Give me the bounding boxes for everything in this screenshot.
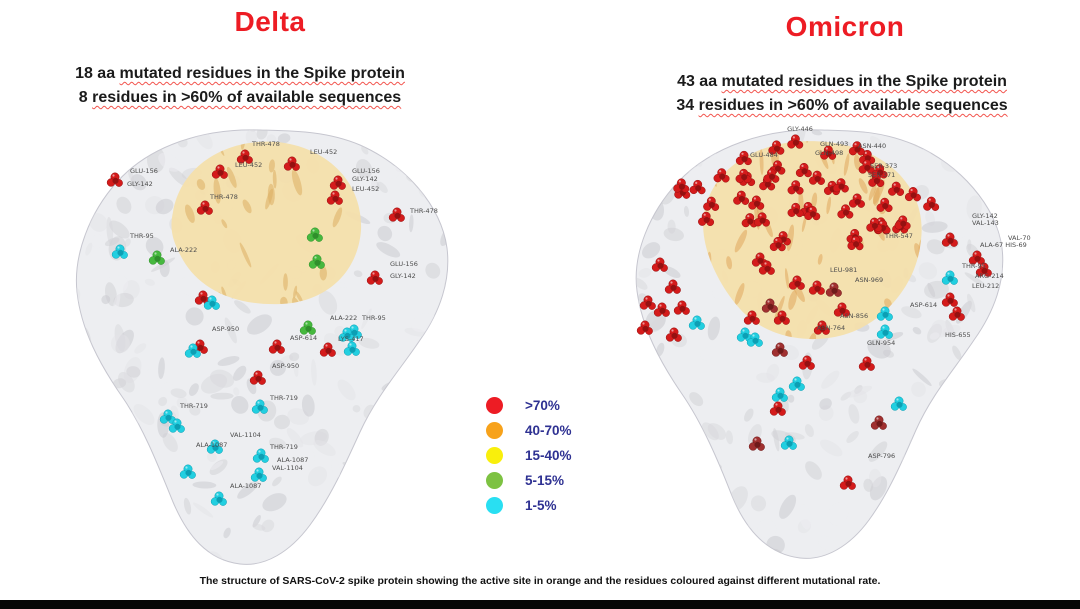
svg-text:THR-547: THR-547 bbox=[884, 232, 913, 240]
svg-text:GLN-493: GLN-493 bbox=[820, 140, 848, 148]
legend-color-dot bbox=[486, 422, 503, 439]
svg-text:ASP-950: ASP-950 bbox=[212, 325, 239, 333]
svg-text:ASN-764: ASN-764 bbox=[817, 324, 845, 332]
legend-color-dot bbox=[486, 472, 503, 489]
legend-color-dot bbox=[486, 447, 503, 464]
legend-label: >70% bbox=[525, 398, 560, 413]
svg-text:ASP-796: ASP-796 bbox=[868, 452, 895, 460]
svg-text:ALA-222: ALA-222 bbox=[330, 314, 357, 322]
svg-text:THR-719: THR-719 bbox=[269, 443, 298, 451]
legend-item: >70% bbox=[486, 393, 572, 418]
svg-text:ASP-950: ASP-950 bbox=[272, 362, 299, 370]
delta-subtitle: 18 aa mutated residues in the Spike prot… bbox=[10, 62, 470, 110]
svg-text:GLY-446: GLY-446 bbox=[787, 125, 813, 133]
omicron-subtitle-line2: 34 residues in >60% of available sequenc… bbox=[676, 97, 1008, 114]
legend-color-dot bbox=[486, 397, 503, 414]
svg-text:LYS-417: LYS-417 bbox=[338, 335, 364, 343]
omicron-subtitle: 43 aa mutated residues in the Spike prot… bbox=[628, 70, 1056, 118]
delta-active-site bbox=[171, 141, 362, 305]
svg-text:THR-95: THR-95 bbox=[129, 232, 154, 240]
svg-text:ASN-856: ASN-856 bbox=[840, 312, 868, 320]
svg-text:THR-95: THR-95 bbox=[961, 262, 986, 270]
legend-label: 5-15% bbox=[525, 473, 565, 488]
delta-subtitle-line1: 18 aa mutated residues in the Spike prot… bbox=[75, 65, 405, 82]
svg-text:ASP-614: ASP-614 bbox=[910, 301, 937, 309]
svg-text:LEU-452: LEU-452 bbox=[310, 148, 337, 156]
legend: >70% 40-70% 15-40% 5-15% 1-5% bbox=[486, 393, 572, 518]
svg-text:VAL-1104: VAL-1104 bbox=[230, 431, 261, 439]
svg-text:THR-478: THR-478 bbox=[209, 193, 238, 201]
svg-text:THR-478: THR-478 bbox=[409, 207, 438, 215]
svg-text:ASP-614: ASP-614 bbox=[290, 334, 317, 342]
delta-residue-markers bbox=[106, 149, 405, 506]
figure-caption: The structure of SARS-CoV-2 spike protei… bbox=[199, 575, 881, 587]
legend-label: 1-5% bbox=[525, 498, 557, 513]
svg-text:ARG-214: ARG-214 bbox=[975, 272, 1004, 280]
svg-text:LEU-452: LEU-452 bbox=[352, 185, 379, 193]
svg-text:THR-719: THR-719 bbox=[269, 394, 298, 402]
svg-text:LEU-452: LEU-452 bbox=[235, 161, 262, 169]
svg-text:GLY-142: GLY-142 bbox=[352, 175, 378, 183]
legend-item: 5-15% bbox=[486, 468, 572, 493]
svg-text:ALA-1087: ALA-1087 bbox=[277, 456, 308, 464]
svg-text:HIS-655: HIS-655 bbox=[945, 331, 971, 339]
svg-text:GLU-156: GLU-156 bbox=[352, 167, 380, 175]
legend-item: 1-5% bbox=[486, 493, 572, 518]
svg-text:GLY-142: GLY-142 bbox=[127, 180, 153, 188]
omicron-panel-title: Omicron bbox=[785, 11, 905, 42]
svg-text:GLY-142: GLY-142 bbox=[390, 272, 416, 280]
svg-text:VAL-143: VAL-143 bbox=[972, 219, 999, 227]
svg-text:LEU-981: LEU-981 bbox=[830, 266, 857, 274]
svg-text:GLU-156: GLU-156 bbox=[390, 260, 418, 268]
svg-text:ASN-440: ASN-440 bbox=[858, 142, 886, 150]
svg-text:THR-478: THR-478 bbox=[251, 140, 280, 148]
legend-label: 15-40% bbox=[525, 448, 572, 463]
delta-subtitle-line2: 8 residues in >60% of available sequence… bbox=[78, 89, 402, 106]
omicron-protein-structure: GLY-446 GLN-493 ASN-440 GLU-484 GLN-498 SER-3… bbox=[635, 125, 1031, 559]
delta-protein-structure: GLU-156GLY-142THR-478LEU-452LEU-452GLU-1… bbox=[75, 129, 449, 565]
svg-text:ALA-67 HIS-69: ALA-67 HIS-69 bbox=[980, 241, 1027, 249]
svg-text:ASN-969: ASN-969 bbox=[855, 276, 883, 284]
svg-text:SER-373: SER-373 bbox=[870, 162, 897, 170]
svg-text:SER-371: SER-371 bbox=[868, 171, 895, 179]
svg-text:GLY-142: GLY-142 bbox=[972, 212, 998, 220]
delta-panel-title: Delta bbox=[234, 6, 306, 37]
omicron-residue-markers bbox=[636, 134, 992, 490]
svg-text:GLN-498: GLN-498 bbox=[815, 149, 843, 157]
legend-item: 15-40% bbox=[486, 443, 572, 468]
svg-text:GLU-156: GLU-156 bbox=[130, 167, 158, 175]
svg-text:ALA-222: ALA-222 bbox=[170, 246, 197, 254]
legend-item: 40-70% bbox=[486, 418, 572, 443]
omicron-subtitle-line1: 43 aa mutated residues in the Spike prot… bbox=[677, 73, 1007, 90]
svg-text:VAL-70: VAL-70 bbox=[1008, 234, 1031, 242]
svg-text:LEU-212: LEU-212 bbox=[972, 282, 999, 290]
svg-text:THR-719: THR-719 bbox=[179, 402, 208, 410]
delta-residue-labels: GLU-156GLY-142THR-478LEU-452LEU-452GLU-1… bbox=[127, 140, 438, 490]
svg-text:ALA-1087: ALA-1087 bbox=[196, 441, 227, 449]
omicron-residue-labels: GLY-446 GLN-493 ASN-440 GLU-484 GLN-498 SER-3… bbox=[750, 125, 1031, 460]
svg-text:ALA-1087: ALA-1087 bbox=[230, 482, 261, 490]
svg-text:VAL-1104: VAL-1104 bbox=[272, 464, 303, 472]
svg-text:GLN-954: GLN-954 bbox=[867, 339, 895, 347]
svg-text:GLU-484: GLU-484 bbox=[750, 151, 778, 159]
svg-text:THR-95: THR-95 bbox=[361, 314, 386, 322]
legend-label: 40-70% bbox=[525, 423, 572, 438]
legend-color-dot bbox=[486, 497, 503, 514]
bottom-black-bar bbox=[0, 600, 1080, 609]
